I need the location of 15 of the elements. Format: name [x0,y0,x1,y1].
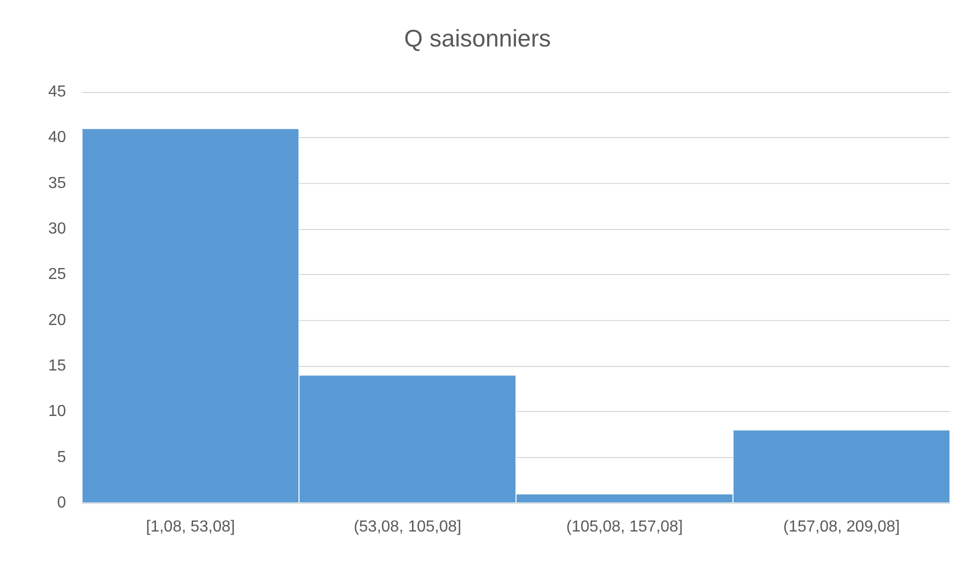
y-tick-label: 5 [57,448,66,466]
x-tick-label: [1,08, 53,08] [146,518,235,536]
y-tick-label: 15 [48,358,66,374]
y-tick-label: 25 [48,266,66,284]
chart-title: Q saisonniers [404,26,551,52]
x-tick-label: (53,08, 105,08] [354,518,462,536]
y-tick-label: 0 [57,494,66,512]
y-tick-label: 10 [48,403,66,420]
y-tick-label: 45 [48,84,66,100]
y-tick-label: 20 [48,312,66,329]
x-tick-label: (105,08, 157,08] [566,518,683,536]
y-tick-label: 30 [48,220,66,238]
y-tick-label: 35 [48,174,66,192]
y-tick-label: 40 [48,129,66,146]
x-tick-label: (157,08, 209,08] [783,518,900,536]
